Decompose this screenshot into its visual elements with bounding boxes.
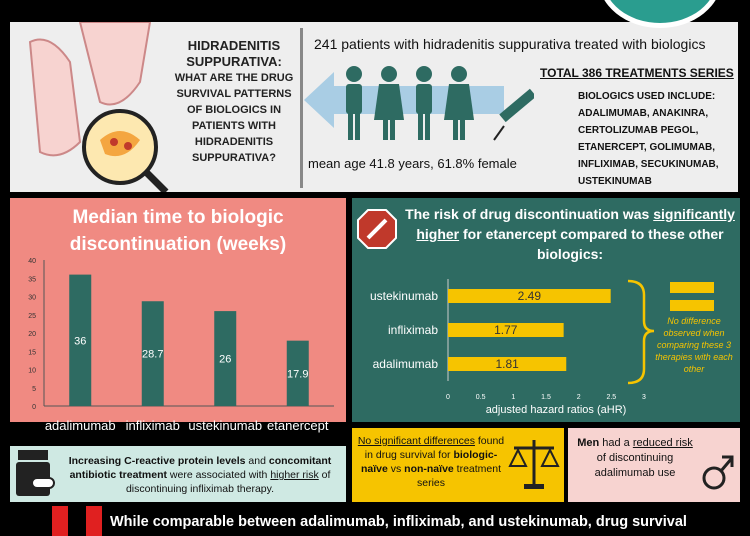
- biologics-list: BIOLOGICS USED INCLUDE: ADALIMUMAB, ANAK…: [578, 91, 719, 187]
- men-t1: had a: [599, 437, 633, 449]
- equals-icon: [670, 282, 714, 311]
- y-tick-label: 30: [28, 295, 36, 302]
- median-time-bar-chart: 0 5 10 15 20 25 30 35 40 36 adalimumab 28.7 inflixim…: [28, 258, 334, 433]
- crp-b1: Increasing C-reactive protein levels: [68, 455, 246, 467]
- bar-data-label: 28.7: [142, 349, 163, 361]
- warning-icon: [52, 506, 68, 536]
- bar: [448, 357, 567, 371]
- crp-b2: concomitant antibiotic treatment: [69, 455, 332, 481]
- y-tick-label: 35: [28, 276, 36, 283]
- demographics: mean age 41.8 years, 61.8% female: [308, 156, 517, 171]
- bar: [448, 289, 611, 303]
- x-axis-label: adjusted hazard ratios (aHR): [486, 404, 627, 416]
- y-tick-label: 20: [28, 331, 36, 338]
- hazard-title-pre: The risk of drug discontinuation was: [405, 206, 654, 222]
- people-arrow-graphic: [304, 66, 534, 141]
- bar: [141, 301, 164, 406]
- top-strip: [0, 0, 750, 14]
- men-text: Men had a reduced risk of discontinuing …: [574, 436, 696, 481]
- crp-t2: were associated with: [167, 469, 271, 481]
- pill-bottle-icon: [16, 450, 55, 496]
- bar: [214, 311, 237, 406]
- naive-t1: found in drug survival for: [364, 435, 505, 461]
- bar-data-label: 17.9: [287, 368, 308, 380]
- bar: [69, 274, 92, 406]
- crp-u1: higher risk: [270, 469, 319, 481]
- naive-t2: vs: [387, 463, 405, 475]
- y-tick-label: 40: [28, 258, 36, 265]
- x-tick-label: 0: [446, 394, 450, 401]
- naive-u1: No significant differences: [357, 435, 475, 447]
- bar-data-label: 36: [74, 335, 86, 347]
- scales-icon: [508, 440, 560, 489]
- men-u1: reduced risk: [632, 437, 693, 449]
- crp-t3: of discontinuing infliximab therapy.: [125, 469, 331, 495]
- naive-text: No significant differences found in drug…: [356, 434, 506, 490]
- question-body: WHAT ARE THE DRUG SURVIVAL PATTERNS OF B…: [174, 72, 294, 164]
- warning-icon: [86, 506, 102, 536]
- hazard-title-post: for etanercept compared to these other b…: [459, 226, 724, 262]
- bar-data-label: 26: [219, 354, 231, 366]
- naive-panel: [352, 428, 564, 502]
- x-tick-label: adalimumab: [45, 418, 116, 433]
- x-tick-label: 1.5: [541, 394, 551, 401]
- bar: [286, 340, 309, 406]
- naive-t3: treatment series: [416, 463, 502, 489]
- naive-b2: non-naïve: [404, 463, 454, 475]
- no-injection-icon: [357, 209, 397, 249]
- y-tick-label: infliximab: [388, 323, 438, 337]
- bar-data-label: 2.49: [518, 289, 542, 303]
- y-tick-label: 10: [28, 368, 36, 375]
- x-tick-label: ustekinumab: [188, 418, 262, 433]
- hazard-ratio-chart: 2.49 ustekinumab 1.77 infliximab 1.81 adalimu…: [370, 279, 655, 416]
- x-tick-label: 3: [642, 394, 646, 401]
- median-time-title: Median time to biologic discontinuation …: [69, 207, 287, 255]
- crp-panel: [10, 446, 346, 502]
- question-title: HIDRADENITIS SUPPURATIVA:: [186, 38, 282, 69]
- bar-data-label: 1.81: [495, 357, 519, 371]
- x-tick-label: 2: [577, 394, 581, 401]
- y-tick-label: ustekinumab: [370, 289, 438, 303]
- x-tick-label: etanercept: [267, 418, 329, 433]
- y-tick-label: adalimumab: [373, 357, 439, 371]
- syringe-icon: [493, 88, 534, 141]
- men-t2: of discontinuing adalimumab use: [594, 452, 676, 479]
- skin-magnifier-illustration: [28, 22, 169, 192]
- y-tick-label: 0: [32, 404, 36, 411]
- bar-data-label: 1.77: [494, 323, 518, 337]
- y-tick-label: 25: [28, 313, 36, 320]
- men-panel: [568, 428, 740, 502]
- bar: [448, 323, 564, 337]
- x-tick-label: 1: [511, 394, 515, 401]
- male-symbol-icon: [702, 455, 734, 490]
- naive-b1: biologic-naïve: [360, 449, 498, 475]
- people-icon: [346, 66, 474, 140]
- crp-t1: and: [245, 455, 269, 467]
- total-series: TOTAL 386 TREATMENTS SERIES: [540, 66, 734, 80]
- y-tick-label: 15: [28, 349, 36, 356]
- x-tick-label: 0.5: [476, 394, 486, 401]
- hazard-title-emphasis: significantly higher: [416, 206, 735, 242]
- brace-icon: [627, 279, 655, 385]
- bottom-conclusion: While comparable between adalimumab, inf…: [110, 514, 687, 530]
- crp-text: Increasing C-reactive protein levels and…: [60, 454, 340, 496]
- y-tick-label: 5: [32, 386, 36, 393]
- no-difference-note: No difference observed when comparing th…: [655, 316, 733, 374]
- vertical-divider: [300, 28, 303, 188]
- bottom-strip: [0, 504, 750, 536]
- x-tick-label: infliximab: [126, 418, 180, 433]
- hazard-title: The risk of drug discontinuation was sig…: [400, 204, 740, 264]
- arrow-icon: [304, 72, 504, 128]
- men-b1: Men: [577, 437, 600, 449]
- x-tick-label: 2.5: [606, 394, 616, 401]
- question-box: HIDRADENITIS SUPPURATIVA: WHAT ARE THE D…: [168, 38, 300, 166]
- patients-count: 241 patients with hidradenitis suppurati…: [314, 36, 706, 52]
